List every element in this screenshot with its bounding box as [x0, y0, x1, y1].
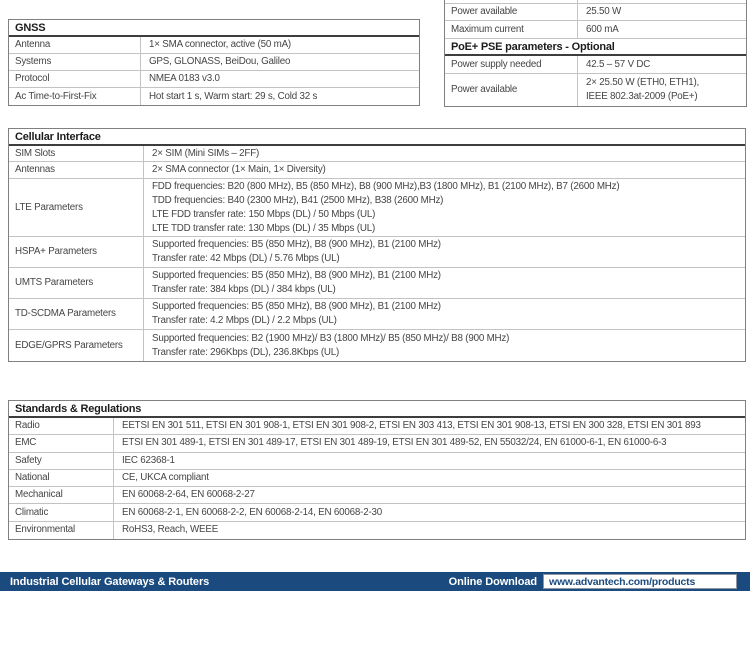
table-row: Power available 2× 25.50 W (ETH0, ETH1),…	[445, 74, 746, 106]
row-label: National	[9, 469, 114, 487]
table-row: Power supply needed 42.5 – 57 V DC	[445, 56, 746, 74]
gnss-table-header: GNSS	[9, 20, 419, 37]
table-row: UMTS Parameters Supported frequencies: B…	[9, 268, 745, 299]
row-label: Mechanical	[9, 487, 114, 504]
row-value: NMEA 0183 v3.0	[149, 73, 220, 84]
table-row: National CE, UKCA compliant	[9, 469, 745, 488]
row-label: Power available	[445, 74, 578, 106]
row-label: SIM Slots	[9, 146, 144, 161]
row-value: ETSI EN 301 489-1, ETSI EN 301 489-17, E…	[122, 437, 667, 449]
row-value: Supported frequencies: B5 (850 MHz), B8 …	[152, 301, 441, 326]
table-row: TD-SCDMA Parameters Supported frequencie…	[9, 299, 745, 330]
gnss-table: GNSS Antenna 1× SMA connector, active (5…	[8, 19, 420, 106]
row-value: 2× SIM (Mini SIMs – 2FF)	[152, 147, 260, 159]
row-value	[578, 0, 746, 3]
table-row: Systems GPS, GLONASS, BeiDou, Galileo	[9, 54, 419, 71]
table-row: Environmental RoHS3, Reach, WEEE	[9, 521, 745, 540]
table-row-clipped	[445, 0, 746, 4]
row-value: 1× SMA connector, active (50 mA)	[149, 39, 291, 50]
row-value: EN 60068-2-64, EN 60068-2-27	[122, 489, 255, 501]
footer-download-url[interactable]: www.advantech.com/products	[543, 574, 737, 589]
power-poe-table: Power available 25.50 W Maximum current …	[444, 0, 747, 107]
row-value: EN 60068-2-1, EN 60068-2-2, EN 60068-2-1…	[122, 506, 383, 518]
table-row: Radio EETSI EN 301 511, ETSI EN 301 908-…	[9, 418, 745, 436]
row-value: 600 mA	[586, 23, 619, 35]
row-label: Ac Time-to-First-Fix	[9, 88, 141, 105]
table-row: Power available 25.50 W	[445, 4, 746, 21]
row-label: EDGE/GPRS Parameters	[9, 330, 144, 361]
row-value: IEC 62368-1	[122, 454, 175, 466]
row-label: Radio	[9, 418, 114, 435]
row-label: Climatic	[9, 504, 114, 521]
footer-download-label: Online Download	[448, 575, 537, 588]
row-label: Maximum current	[445, 21, 578, 38]
row-value: RoHS3, Reach, WEEE	[122, 524, 219, 536]
table-row: Maximum current 600 mA	[445, 21, 746, 39]
row-label: Protocol	[9, 71, 141, 87]
row-label: LTE Parameters	[9, 179, 144, 236]
row-value: 42.5 – 57 V DC	[586, 58, 651, 70]
row-label: Systems	[9, 54, 141, 70]
row-label: HSPA+ Parameters	[9, 237, 144, 267]
standards-table-header: Standards & Regulations	[9, 401, 745, 418]
table-row: Climatic EN 60068-2-1, EN 60068-2-2, EN …	[9, 504, 745, 522]
table-row: HSPA+ Parameters Supported frequencies: …	[9, 237, 745, 268]
table-row: Ac Time-to-First-Fix Hot start 1 s, Warm…	[9, 88, 419, 105]
row-value: CE, UKCA compliant	[122, 472, 209, 484]
row-label: EMC	[9, 435, 114, 452]
cellular-interface-table: Cellular Interface SIM Slots 2× SIM (Min…	[8, 128, 746, 362]
row-label: Power available	[445, 4, 578, 20]
footer-series-title: Industrial Cellular Gateways & Routers	[10, 575, 210, 588]
row-value: Hot start 1 s, Warm start: 29 s, Cold 32…	[149, 90, 318, 102]
row-value: 25.50 W	[586, 6, 622, 17]
footer-bar: Industrial Cellular Gateways & Routers O…	[0, 572, 750, 591]
row-label: Safety	[9, 452, 114, 469]
row-label: Antenna	[9, 37, 141, 53]
row-value: 2× 25.50 W (ETH0, ETH1), IEEE 802.3at-20…	[586, 77, 700, 102]
row-value: Supported frequencies: B5 (850 MHz), B8 …	[152, 270, 441, 295]
table-row: Safety IEC 62368-1	[9, 452, 745, 470]
row-label	[445, 0, 578, 3]
table-row: EMC ETSI EN 301 489-1, ETSI EN 301 489-1…	[9, 435, 745, 453]
row-label: UMTS Parameters	[9, 268, 144, 298]
table-row: Antenna 1× SMA connector, active (50 mA)	[9, 37, 419, 54]
row-label: TD-SCDMA Parameters	[9, 299, 144, 329]
row-value: EETSI EN 301 511, ETSI EN 301 908-1, ETS…	[122, 420, 701, 432]
table-row: EDGE/GPRS Parameters Supported frequenci…	[9, 330, 745, 361]
row-value: 2× SMA connector (1× Main, 1× Diversity)	[152, 164, 326, 175]
standards-regulations-table: Standards & Regulations Radio EETSI EN 3…	[8, 400, 746, 541]
row-label: Power supply needed	[445, 56, 578, 73]
row-value: Supported frequencies: B2 (1900 MHz)/ B3…	[152, 332, 510, 358]
table-row: LTE Parameters FDD frequencies: B20 (800…	[9, 179, 745, 237]
row-value: Supported frequencies: B5 (850 MHz), B8 …	[152, 239, 441, 264]
table-row: Protocol NMEA 0183 v3.0	[9, 71, 419, 88]
table-row: SIM Slots 2× SIM (Mini SIMs – 2FF)	[9, 146, 745, 162]
row-label: Antennas	[9, 162, 144, 178]
row-value: GPS, GLONASS, BeiDou, Galileo	[149, 56, 291, 67]
cellular-table-header: Cellular Interface	[9, 129, 745, 146]
poe-pse-section-header: PoE+ PSE parameters - Optional	[445, 39, 746, 56]
row-value: FDD frequencies: B20 (800 MHz), B5 (850 …	[152, 180, 620, 234]
table-row: Antennas 2× SMA connector (1× Main, 1× D…	[9, 162, 745, 179]
row-label: Environmental	[9, 521, 114, 540]
table-row: Mechanical EN 60068-2-64, EN 60068-2-27	[9, 487, 745, 505]
